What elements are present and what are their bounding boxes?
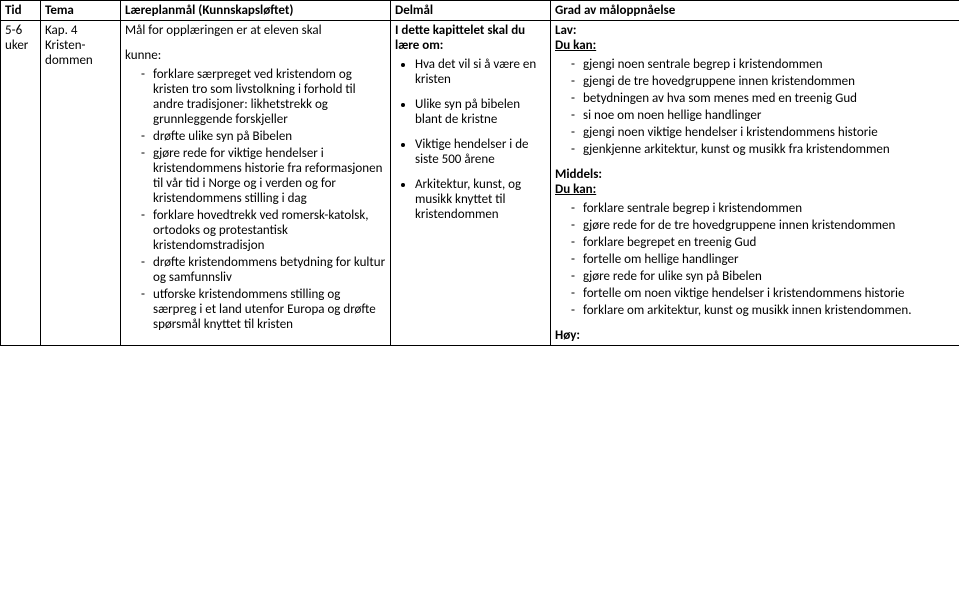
- grad-middels-point: fortelle om hellige handlinger: [571, 252, 955, 267]
- delmal-intro: I dette kapittelet skal du lære om:: [395, 23, 546, 53]
- mal-point: utforske kristendommens stilling og særp…: [141, 287, 386, 332]
- grad-middels-point: fortelle om noen viktige hendelser i kri…: [571, 286, 955, 301]
- cell-delmal: I dette kapittelet skal du lære om: Hva …: [391, 21, 551, 346]
- grad-lav-list: gjengi noen sentrale begrep i kristendom…: [555, 57, 955, 157]
- grad-middels-point: forklare om arkitektur, kunst og musikk …: [571, 303, 955, 318]
- cell-grad: Lav: Du kan: gjengi noen sentrale begrep…: [551, 21, 959, 346]
- header-tid: Tid: [1, 1, 41, 21]
- curriculum-table: Tid Tema Læreplanmål (Kunnskapsløftet) D…: [0, 0, 959, 346]
- delmal-point: Viktige hendelser i de siste 500 årene: [415, 137, 546, 167]
- grad-lav-point: gjengi noen viktige hendelser i kristend…: [571, 125, 955, 140]
- mal-kunne: kunne:: [125, 48, 386, 63]
- table-header-row: Tid Tema Læreplanmål (Kunnskapsløftet) D…: [1, 1, 959, 21]
- mal-point: drøfte kristendommens betydning for kult…: [141, 255, 386, 285]
- header-tema: Tema: [41, 1, 121, 21]
- mal-intro: Mål for opplæringen er at eleven skal: [125, 23, 386, 38]
- grad-middels-point: gjøre rede for ulike syn på Bibelen: [571, 269, 955, 284]
- mal-point: gjøre rede for viktige hendelser i krist…: [141, 146, 386, 206]
- table-row: 5-6 uker Kap. 4 Kristen-dommen Mål for o…: [1, 21, 959, 346]
- grad-hoy-label: Høy:: [555, 328, 955, 343]
- grad-lav-point: gjengi de tre hovedgruppene innen kriste…: [571, 74, 955, 89]
- grad-middels-point: forklare begrepet en treenig Gud: [571, 235, 955, 250]
- grad-dukan-2: Du kan:: [555, 182, 955, 197]
- header-grad: Grad av måloppnåelse: [551, 1, 959, 21]
- cell-tid: 5-6 uker: [1, 21, 41, 346]
- grad-middels-point: forklare sentrale begrep i kristendommen: [571, 201, 955, 216]
- grad-lav-point: betydningen av hva som menes med en tree…: [571, 91, 955, 106]
- grad-middels-list: forklare sentrale begrep i kristendommen…: [555, 201, 955, 318]
- grad-lav-point: gjenkjenne arkitektur, kunst og musikk f…: [571, 142, 955, 157]
- grad-lav-point: gjengi noen sentrale begrep i kristendom…: [571, 57, 955, 72]
- grad-dukan-1: Du kan:: [555, 38, 955, 53]
- delmal-list: Hva det vil si å være en kristen Ulike s…: [395, 57, 546, 222]
- grad-middels-label: Middels:: [555, 167, 955, 182]
- mal-point: drøfte ulike syn på Bibelen: [141, 129, 386, 144]
- delmal-point: Arkitektur, kunst, og musikk knyttet til…: [415, 177, 546, 222]
- mal-point: forklare særpreget ved kristendom og kri…: [141, 67, 386, 127]
- grad-lav-point: si noe om noen hellige handlinger: [571, 108, 955, 123]
- cell-tema: Kap. 4 Kristen-dommen: [41, 21, 121, 346]
- header-mal: Læreplanmål (Kunnskapsløftet): [121, 1, 391, 21]
- grad-lav-label: Lav:: [555, 23, 955, 38]
- mal-list: forklare særpreget ved kristendom og kri…: [125, 67, 386, 332]
- mal-point: forklare hovedtrekk ved romersk-katolsk,…: [141, 208, 386, 253]
- header-delmal: Delmål: [391, 1, 551, 21]
- delmal-point: Hva det vil si å være en kristen: [415, 57, 546, 87]
- grad-middels-point: gjøre rede for de tre hovedgruppene inne…: [571, 218, 955, 233]
- delmal-point: Ulike syn på bibelen blant de kristne: [415, 97, 546, 127]
- cell-mal: Mål for opplæringen er at eleven skal ku…: [121, 21, 391, 346]
